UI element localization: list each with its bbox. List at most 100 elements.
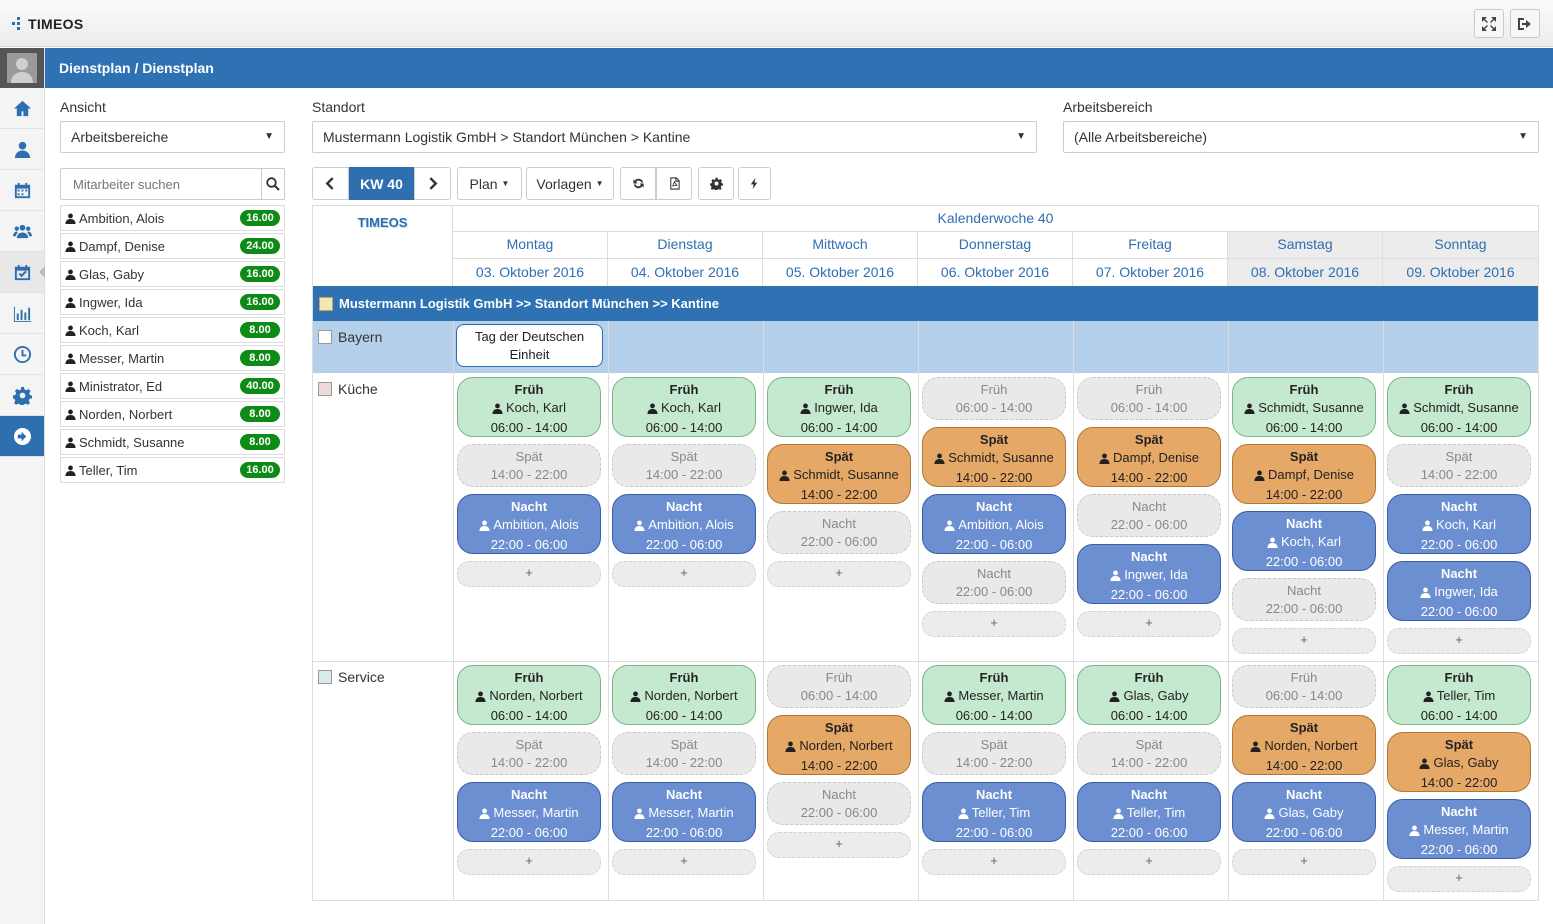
shift-card[interactable]: Früh 06:00 - 14:00 [767, 665, 911, 708]
shift-card[interactable]: Früh Norden, Norbert 06:00 - 14:00 [612, 665, 756, 725]
shift-card[interactable]: Spät Schmidt, Susanne 14:00 - 22:00 [922, 427, 1066, 487]
shift-card[interactable]: Spät Dampf, Denise 14:00 - 22:00 [1077, 427, 1221, 487]
shift-card[interactable]: Nacht 22:00 - 06:00 [1077, 494, 1221, 537]
shift-card[interactable]: Spät Glas, Gaby 14:00 - 22:00 [1387, 732, 1531, 792]
shift-card[interactable]: Nacht Ambition, Alois 22:00 - 06:00 [612, 494, 756, 554]
add-shift-button[interactable]: + [922, 611, 1066, 637]
employee-item[interactable]: Glas, Gaby 16.00 [60, 261, 285, 287]
shift-card[interactable]: Früh Teller, Tim 06:00 - 14:00 [1387, 665, 1531, 725]
shift-card[interactable]: Nacht Koch, Karl 22:00 - 06:00 [1232, 511, 1376, 571]
shift-card[interactable]: Früh Norden, Norbert 06:00 - 14:00 [457, 665, 601, 725]
employee-item[interactable]: Koch, Karl 8.00 [60, 317, 285, 343]
shift-card[interactable]: Nacht Ingwer, Ida 22:00 - 06:00 [1077, 544, 1221, 604]
shift-card[interactable]: Früh 06:00 - 14:00 [1232, 665, 1376, 708]
standort-select[interactable]: Mustermann Logistik GmbH > Standort Münc… [312, 121, 1037, 153]
ansicht-select[interactable]: Arbeitsbereiche ▼ [60, 121, 285, 153]
add-shift-button[interactable]: + [1387, 866, 1531, 892]
prev-week-button[interactable] [312, 167, 349, 200]
shift-card[interactable]: Nacht Ambition, Alois 22:00 - 06:00 [457, 494, 601, 554]
shift-card[interactable]: Spät Norden, Norbert 14:00 - 22:00 [1232, 715, 1376, 775]
employee-item[interactable]: Teller, Tim 16.00 [60, 457, 285, 483]
area-checkbox[interactable] [318, 382, 332, 396]
add-shift-button[interactable]: + [1232, 628, 1376, 654]
employee-item[interactable]: Dampf, Denise 24.00 [60, 233, 285, 259]
shift-card[interactable]: Früh Koch, Karl 06:00 - 14:00 [457, 377, 601, 437]
holiday-badge[interactable]: Tag der Deutschen Einheit [456, 324, 603, 367]
shift-card[interactable]: Spät 14:00 - 22:00 [1387, 444, 1531, 487]
add-shift-button[interactable]: + [922, 849, 1066, 875]
avatar[interactable] [0, 48, 44, 88]
shift-card[interactable]: Früh Schmidt, Susanne 06:00 - 14:00 [1232, 377, 1376, 437]
sidebar-item-time[interactable] [0, 334, 44, 375]
shift-card[interactable]: Früh Schmidt, Susanne 06:00 - 14:00 [1387, 377, 1531, 437]
shift-card[interactable]: Nacht 22:00 - 06:00 [767, 511, 911, 554]
shift-card[interactable]: Nacht Messer, Martin 22:00 - 06:00 [1387, 799, 1531, 859]
area-checkbox[interactable] [318, 670, 332, 684]
add-shift-button[interactable]: + [457, 849, 601, 875]
shift-card[interactable]: Nacht Koch, Karl 22:00 - 06:00 [1387, 494, 1531, 554]
shift-card[interactable]: Spät 14:00 - 22:00 [457, 444, 601, 487]
shift-card[interactable]: Nacht Teller, Tim 22:00 - 06:00 [922, 782, 1066, 842]
add-shift-button[interactable]: + [1077, 849, 1221, 875]
fullscreen-button[interactable] [1474, 9, 1504, 38]
sidebar-item-reports[interactable] [0, 293, 44, 334]
shift-card[interactable]: Früh Glas, Gaby 06:00 - 14:00 [1077, 665, 1221, 725]
sidebar-item-user[interactable] [0, 129, 44, 170]
shift-card[interactable]: Spät Dampf, Denise 14:00 - 22:00 [1232, 444, 1376, 504]
arbeitsbereich-select[interactable]: (Alle Arbeitsbereiche) ▼ [1063, 121, 1539, 153]
bayern-checkbox[interactable] [318, 330, 332, 344]
shift-card[interactable]: Nacht Glas, Gaby 22:00 - 06:00 [1232, 782, 1376, 842]
shift-card[interactable]: Nacht 22:00 - 06:00 [922, 561, 1066, 604]
quick-action-button[interactable] [738, 167, 771, 200]
add-shift-button[interactable]: + [612, 849, 756, 875]
shift-card[interactable]: Nacht Ingwer, Ida 22:00 - 06:00 [1387, 561, 1531, 621]
employee-item[interactable]: Ambition, Alois 16.00 [60, 205, 285, 231]
vorlagen-dropdown[interactable]: Vorlagen ▼ [526, 167, 614, 200]
refresh-button[interactable] [620, 167, 656, 200]
shift-card[interactable]: Früh 06:00 - 14:00 [1077, 377, 1221, 420]
employee-item[interactable]: Ministrator, Ed 40.00 [60, 373, 285, 399]
add-shift-button[interactable]: + [457, 561, 601, 587]
sidebar-item-team[interactable] [0, 211, 44, 252]
shift-card[interactable]: Nacht 22:00 - 06:00 [767, 782, 911, 825]
add-shift-button[interactable]: + [767, 832, 911, 858]
shift-card[interactable]: Nacht Teller, Tim 22:00 - 06:00 [1077, 782, 1221, 842]
sidebar-item-settings[interactable] [0, 375, 44, 416]
shift-card[interactable]: Nacht Messer, Martin 22:00 - 06:00 [612, 782, 756, 842]
employee-item[interactable]: Norden, Norbert 8.00 [60, 401, 285, 427]
shift-card[interactable]: Nacht 22:00 - 06:00 [1232, 578, 1376, 621]
add-shift-button[interactable]: + [767, 561, 911, 587]
search-input[interactable] [61, 169, 261, 199]
add-shift-button[interactable]: + [1077, 611, 1221, 637]
shift-card[interactable]: Früh Koch, Karl 06:00 - 14:00 [612, 377, 756, 437]
shift-card[interactable]: Spät 14:00 - 22:00 [1077, 732, 1221, 775]
logout-button[interactable] [1510, 9, 1540, 38]
sidebar-item-navigate[interactable] [0, 416, 44, 457]
shift-card[interactable]: Nacht Ambition, Alois 22:00 - 06:00 [922, 494, 1066, 554]
pdf-export-button[interactable] [656, 167, 692, 200]
shift-card[interactable]: Spät Schmidt, Susanne 14:00 - 22:00 [767, 444, 911, 504]
add-shift-button[interactable]: + [612, 561, 756, 587]
add-shift-button[interactable]: + [1387, 628, 1531, 654]
shift-card[interactable]: Spät 14:00 - 22:00 [457, 732, 601, 775]
org-checkbox[interactable] [319, 296, 333, 311]
sidebar-item-calendar[interactable] [0, 170, 44, 211]
search-button[interactable] [261, 169, 284, 199]
sidebar-item-home[interactable] [0, 88, 44, 129]
shift-card[interactable]: Nacht Messer, Martin 22:00 - 06:00 [457, 782, 601, 842]
sidebar-item-dienstplan[interactable] [0, 252, 44, 293]
employee-item[interactable]: Ingwer, Ida 16.00 [60, 289, 285, 315]
next-week-button[interactable] [414, 167, 451, 200]
shift-card[interactable]: Spät Norden, Norbert 14:00 - 22:00 [767, 715, 911, 775]
add-shift-button[interactable]: + [1232, 849, 1376, 875]
shift-card[interactable]: Früh Messer, Martin 06:00 - 14:00 [922, 665, 1066, 725]
shift-card[interactable]: Spät 14:00 - 22:00 [612, 444, 756, 487]
settings-button[interactable] [698, 167, 734, 200]
shift-card[interactable]: Früh 06:00 - 14:00 [922, 377, 1066, 420]
plan-dropdown[interactable]: Plan ▼ [457, 167, 522, 200]
employee-item[interactable]: Schmidt, Susanne 8.00 [60, 429, 285, 455]
employee-item[interactable]: Messer, Martin 8.00 [60, 345, 285, 371]
current-week-button[interactable]: KW 40 [349, 167, 414, 200]
shift-card[interactable]: Spät 14:00 - 22:00 [612, 732, 756, 775]
shift-card[interactable]: Früh Ingwer, Ida 06:00 - 14:00 [767, 377, 911, 437]
